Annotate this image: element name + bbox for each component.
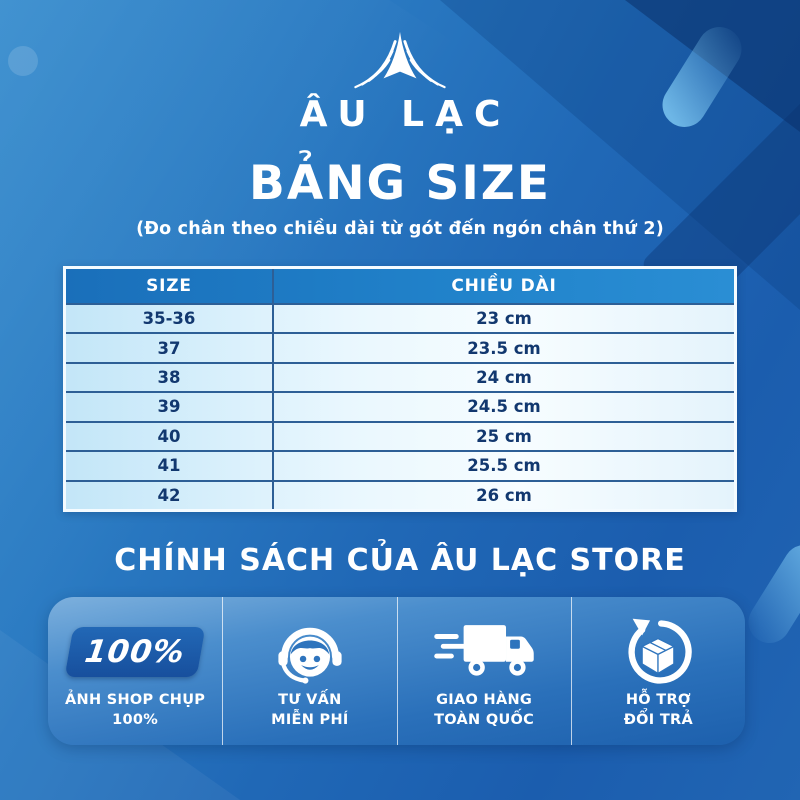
policy-card-label: ẢNH SHOP CHỤP 100%: [65, 692, 206, 728]
table-row: 41 25.5 cm: [66, 450, 734, 480]
page-subtitle: (Đo chân theo chiều dài từ gót đến ngón …: [136, 219, 664, 239]
policy-card-authentic-photos: 100% ẢNH SHOP CHỤP 100%: [48, 597, 222, 745]
size-table-header: SIZE CHIỀU DÀI: [66, 269, 734, 303]
length-value: 26 cm: [272, 481, 734, 509]
length-value: 25.5 cm: [272, 452, 734, 480]
size-value: 37: [157, 338, 181, 358]
length-value: 24.5 cm: [272, 393, 734, 421]
policy-card-nationwide-shipping: GIAO HÀNG TOÀN QUỐC: [396, 597, 571, 745]
brand-wordmark: ÂU LẠC: [299, 94, 512, 135]
table-row: 42 26 cm: [66, 479, 734, 509]
size-value: 35-36: [142, 309, 196, 329]
length-value: 24 cm: [272, 363, 734, 392]
policy-card-free-consulting: TƯ VẤN MIỄN PHÍ: [222, 597, 396, 745]
size-value: 38: [157, 368, 181, 388]
table-row: 40 25 cm: [66, 420, 734, 451]
return-box-icon: [628, 618, 693, 684]
table-row: 38 24 cm: [66, 361, 734, 392]
policy-card-label: HỖ TRỢ ĐỔI TRẢ: [623, 692, 694, 728]
table-row: 39 24.5 cm: [66, 391, 734, 421]
policy-heading: CHÍNH SÁCH CỦA ÂU LẠC STORE: [114, 543, 686, 578]
page-title: BẢNG SIZE: [249, 156, 551, 211]
column-header-size: SIZE: [146, 276, 192, 296]
length-value: 25 cm: [272, 422, 734, 451]
size-value: 41: [157, 456, 181, 476]
size-value: 39: [157, 397, 181, 417]
size-value: 42: [157, 485, 181, 505]
table-row: 35-36 23 cm: [66, 303, 734, 333]
length-value: 23 cm: [272, 305, 734, 333]
policy-card-label: GIAO HÀNG TOÀN QUỐC: [434, 692, 535, 728]
delivery-truck-icon: [434, 625, 534, 676]
column-header-length: CHIỀU DÀI: [272, 269, 734, 303]
policy-panel: 100% ẢNH SHOP CHỤP 100%: [48, 597, 745, 745]
length-value: 23.5 cm: [272, 334, 734, 362]
brand-logo: ÂU LẠC: [0, 28, 800, 135]
badge-text: 100%: [82, 634, 188, 670]
size-table-body: 35-36 23 cm 37 23.5 cm 38 24 cm 39 24.5 …: [66, 303, 734, 509]
size-table: SIZE CHIỀU DÀI 35-36 23 cm 37 23.5 cm 38…: [63, 266, 737, 512]
100-percent-badge: 100%: [64, 613, 206, 691]
table-row: 37 23.5 cm: [66, 332, 734, 362]
size-value: 40: [157, 426, 181, 446]
policy-card-label: TƯ VẤN MIỄN PHÍ: [271, 692, 349, 728]
mountain-peak-icon: [354, 31, 446, 89]
policy-card-returns-support: HỖ TRỢ ĐỔI TRẢ: [570, 597, 745, 745]
support-agent-icon: [278, 627, 342, 684]
